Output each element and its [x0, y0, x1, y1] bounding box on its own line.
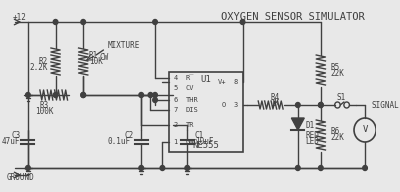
Text: C1: C1 [195, 131, 204, 140]
Circle shape [81, 93, 86, 98]
Circle shape [318, 103, 323, 108]
Text: 1K: 1K [270, 99, 280, 108]
Text: C3: C3 [11, 131, 20, 140]
Circle shape [81, 20, 86, 25]
Circle shape [296, 166, 300, 170]
Circle shape [153, 93, 157, 98]
Text: 5: 5 [174, 85, 178, 91]
Circle shape [53, 93, 58, 98]
Circle shape [160, 166, 165, 170]
Text: R2: R2 [39, 57, 48, 66]
Text: 3: 3 [234, 102, 238, 108]
Text: NE555: NE555 [192, 141, 219, 150]
FancyBboxPatch shape [169, 72, 242, 152]
Text: 10uF: 10uF [195, 137, 213, 146]
Circle shape [139, 166, 144, 170]
Text: DIS: DIS [186, 107, 198, 113]
Text: CV: CV [186, 85, 194, 91]
Circle shape [185, 166, 190, 170]
Text: 100K: 100K [35, 107, 54, 116]
Circle shape [318, 103, 323, 108]
Text: 10K: 10K [89, 57, 102, 66]
Text: R1: R1 [89, 51, 98, 60]
Circle shape [296, 103, 300, 108]
Text: O: O [222, 102, 226, 108]
Polygon shape [291, 118, 304, 130]
Circle shape [363, 166, 367, 170]
Text: R̅: R̅ [186, 75, 194, 81]
Text: LED: LED [305, 137, 319, 146]
Text: GND: GND [186, 139, 198, 145]
Text: V: V [362, 126, 368, 135]
Text: 2.2K: 2.2K [30, 64, 48, 73]
Text: 22K: 22K [330, 70, 344, 79]
Text: C2: C2 [125, 131, 134, 140]
Text: GROUND: GROUND [7, 174, 34, 183]
Text: 22K: 22K [330, 133, 344, 142]
Text: R3: R3 [40, 100, 49, 109]
Text: U1: U1 [200, 75, 211, 84]
Circle shape [153, 98, 157, 103]
Text: 6: 6 [174, 97, 178, 103]
Text: SIGNAL: SIGNAL [372, 100, 399, 109]
Text: 0.1uF: 0.1uF [107, 137, 130, 146]
Text: CW: CW [100, 52, 109, 61]
Text: V+: V+ [218, 79, 226, 85]
Text: S1: S1 [336, 94, 346, 103]
Text: 47uF: 47uF [2, 137, 20, 146]
Text: 1: 1 [174, 139, 178, 145]
Text: R6: R6 [330, 127, 339, 137]
Text: 8: 8 [234, 79, 238, 85]
Text: MIXTURE: MIXTURE [107, 41, 140, 50]
Circle shape [81, 93, 86, 98]
Text: D1: D1 [305, 121, 314, 129]
Text: 7: 7 [174, 107, 178, 113]
Circle shape [26, 166, 30, 170]
Circle shape [139, 93, 144, 98]
Circle shape [240, 20, 245, 25]
Circle shape [53, 20, 58, 25]
Circle shape [26, 93, 30, 98]
Text: R5: R5 [330, 64, 339, 73]
Text: +12: +12 [13, 13, 26, 22]
Text: OXYGEN SENSOR SIMULATOR: OXYGEN SENSOR SIMULATOR [221, 12, 365, 22]
Text: 2: 2 [174, 122, 178, 128]
Circle shape [318, 166, 323, 170]
Text: TR: TR [186, 122, 194, 128]
Text: R4: R4 [270, 94, 280, 103]
Text: 4: 4 [174, 75, 178, 81]
Circle shape [153, 20, 157, 25]
Text: THR: THR [186, 97, 198, 103]
Circle shape [148, 93, 153, 98]
Text: RED: RED [305, 131, 319, 140]
